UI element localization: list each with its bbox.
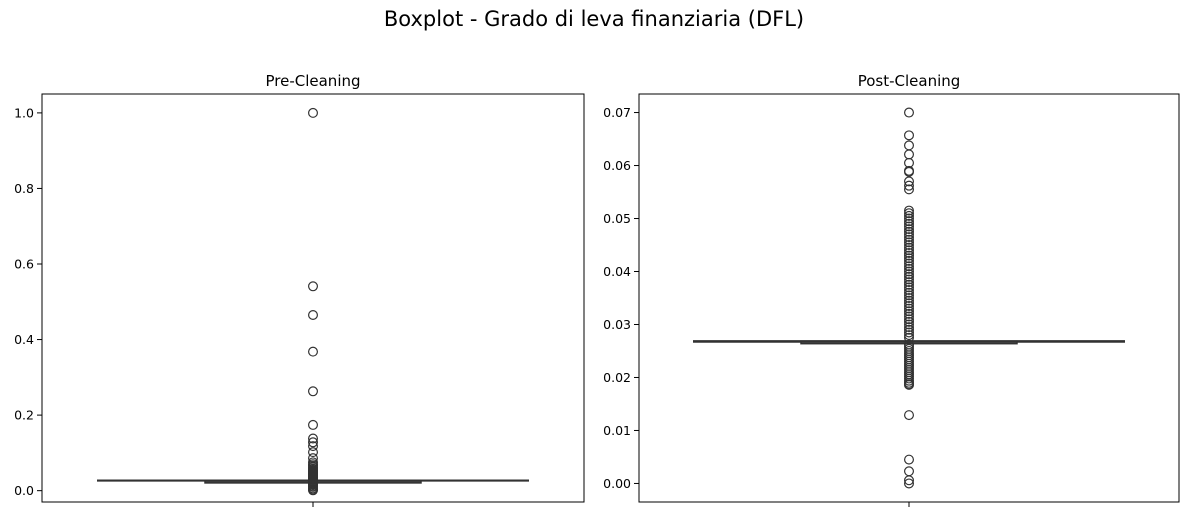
outlier-point <box>903 306 914 317</box>
outlier-point <box>903 180 914 191</box>
outlier-point <box>903 282 914 293</box>
outlier-point <box>903 454 914 465</box>
outlier-point <box>903 274 914 285</box>
outlier-point <box>903 410 914 421</box>
outlier-point <box>903 216 914 227</box>
outlier-point <box>903 229 914 240</box>
outlier-point <box>903 149 914 160</box>
chart-panel-post-cleaning: Post-Cleaning 0.00 0.01 0.02 0.03 0.04 0.05 0.0… <box>603 72 1180 507</box>
outlier-point <box>903 226 914 237</box>
outlier-point <box>903 218 914 229</box>
outlier-point <box>903 250 914 261</box>
outlier-point <box>308 419 319 430</box>
axes-frame <box>41 93 585 503</box>
chart-title: Pre-Cleaning <box>265 72 360 90</box>
outlier-point <box>903 208 914 219</box>
outlier-point <box>903 293 914 304</box>
y-tick-label: 0.07 <box>603 105 631 120</box>
outlier-point <box>308 437 319 448</box>
outlier-point <box>903 475 914 486</box>
outlier-point <box>903 253 914 264</box>
outlier-point <box>903 255 914 266</box>
outlier-point <box>903 242 914 253</box>
outlier-point <box>308 310 319 321</box>
y-tick-label: 0.6 <box>14 257 34 272</box>
outlier-point <box>903 213 914 224</box>
outlier-point <box>903 319 914 330</box>
y-tick-label: 0.8 <box>14 181 34 196</box>
outlier-point <box>903 107 914 118</box>
outlier-point <box>903 295 914 306</box>
y-tick-label: 1.0 <box>14 105 34 120</box>
outlier-point <box>903 316 914 327</box>
outlier-point <box>903 184 914 195</box>
outlier-point <box>903 271 914 282</box>
outlier-point <box>903 303 914 314</box>
outlier-point <box>903 300 914 311</box>
outlier-point <box>308 386 319 397</box>
outlier-point <box>903 298 914 309</box>
outlier-point <box>903 324 914 335</box>
outlier-point <box>903 277 914 288</box>
y-tick-label: 0.05 <box>603 211 631 226</box>
y-tick-label: 0.02 <box>603 370 631 385</box>
outlier-point <box>903 232 914 243</box>
outlier-point <box>903 176 914 187</box>
y-tick-label: 0.4 <box>14 332 34 347</box>
chart-title: Post-Cleaning <box>858 72 961 90</box>
y-tick-label: 0.01 <box>603 423 631 438</box>
outlier-point <box>903 258 914 269</box>
chart-panel-pre-cleaning: Pre-Cleaning 0.0 0.2 0.4 0.6 0.8 1.0 <box>14 72 585 507</box>
outlier-point <box>903 234 914 245</box>
outlier-point <box>903 245 914 256</box>
outlier-point <box>308 281 319 292</box>
y-tick-label: 0.03 <box>603 317 631 332</box>
outlier-point <box>903 166 914 177</box>
outlier-point <box>308 485 319 496</box>
outlier-point <box>903 269 914 280</box>
outlier-point <box>308 346 319 357</box>
outlier-point <box>903 210 914 221</box>
outlier-point <box>903 205 914 216</box>
outlier-point <box>308 441 319 452</box>
outlier-point <box>903 466 914 477</box>
outlier-point <box>903 330 914 341</box>
y-tick-label: 0.0 <box>14 483 34 498</box>
outlier-point <box>903 130 914 141</box>
outlier-point <box>903 379 914 390</box>
outlier-point <box>903 322 914 333</box>
outlier-point <box>308 433 319 444</box>
outlier-point <box>903 287 914 298</box>
axes-frame <box>638 93 1180 503</box>
outlier-point <box>903 327 914 338</box>
outlier-point <box>903 478 914 489</box>
y-tick-label: 0.00 <box>603 476 631 491</box>
outlier-point <box>903 261 914 272</box>
outlier-point <box>308 107 319 118</box>
outlier-point <box>903 140 914 151</box>
outlier-point <box>903 247 914 258</box>
outlier-point <box>903 308 914 319</box>
outlier-point <box>903 314 914 325</box>
outlier-point <box>903 279 914 290</box>
outlier-point <box>903 237 914 248</box>
outlier-point <box>903 221 914 232</box>
outlier-point <box>903 290 914 301</box>
figure-suptitle: Boxplot - Grado di leva finanziaria (DFL… <box>384 7 804 31</box>
y-tick-label: 0.2 <box>14 408 34 423</box>
outlier-point <box>903 224 914 235</box>
y-tick-label: 0.06 <box>603 158 631 173</box>
outlier-point <box>903 285 914 296</box>
outlier-point <box>903 240 914 251</box>
outlier-point <box>903 266 914 277</box>
outlier-point <box>903 263 914 274</box>
outlier-point <box>903 311 914 322</box>
outlier-point <box>308 447 319 458</box>
y-tick-label: 0.04 <box>603 264 631 279</box>
